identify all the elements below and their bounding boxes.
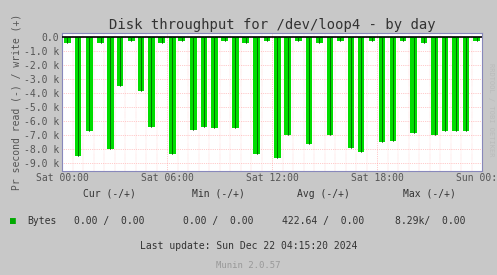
Y-axis label: Pr second read (-) / write (+): Pr second read (-) / write (+)	[11, 14, 21, 190]
Text: Last update: Sun Dec 22 04:15:20 2024: Last update: Sun Dec 22 04:15:20 2024	[140, 241, 357, 251]
Text: Avg (-/+): Avg (-/+)	[297, 189, 349, 199]
Title: Disk throughput for /dev/loop4 - by day: Disk throughput for /dev/loop4 - by day	[109, 18, 435, 32]
Text: 8.29k/  0.00: 8.29k/ 0.00	[395, 216, 465, 226]
Text: Max (-/+): Max (-/+)	[404, 189, 456, 199]
Text: Bytes: Bytes	[27, 216, 57, 226]
Text: RRDTOOL / TOBI OETIKER: RRDTOOL / TOBI OETIKER	[488, 63, 494, 157]
Text: 422.64 /  0.00: 422.64 / 0.00	[282, 216, 364, 226]
Text: 0.00 /  0.00: 0.00 / 0.00	[183, 216, 254, 226]
Text: 0.00 /  0.00: 0.00 / 0.00	[74, 216, 145, 226]
Text: Cur (-/+): Cur (-/+)	[83, 189, 136, 199]
Text: ■: ■	[10, 216, 16, 226]
Text: Munin 2.0.57: Munin 2.0.57	[216, 261, 281, 270]
Text: Min (-/+): Min (-/+)	[192, 189, 245, 199]
